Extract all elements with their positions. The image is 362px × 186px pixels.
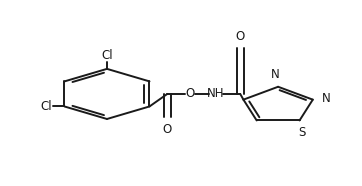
Text: NH: NH bbox=[207, 87, 224, 100]
Text: N: N bbox=[322, 92, 331, 105]
Text: S: S bbox=[299, 126, 306, 139]
Text: Cl: Cl bbox=[101, 49, 113, 62]
Text: N: N bbox=[271, 68, 280, 81]
Text: Cl: Cl bbox=[40, 100, 52, 113]
Text: O: O bbox=[163, 123, 172, 136]
Text: O: O bbox=[185, 87, 194, 100]
Text: O: O bbox=[236, 30, 245, 43]
